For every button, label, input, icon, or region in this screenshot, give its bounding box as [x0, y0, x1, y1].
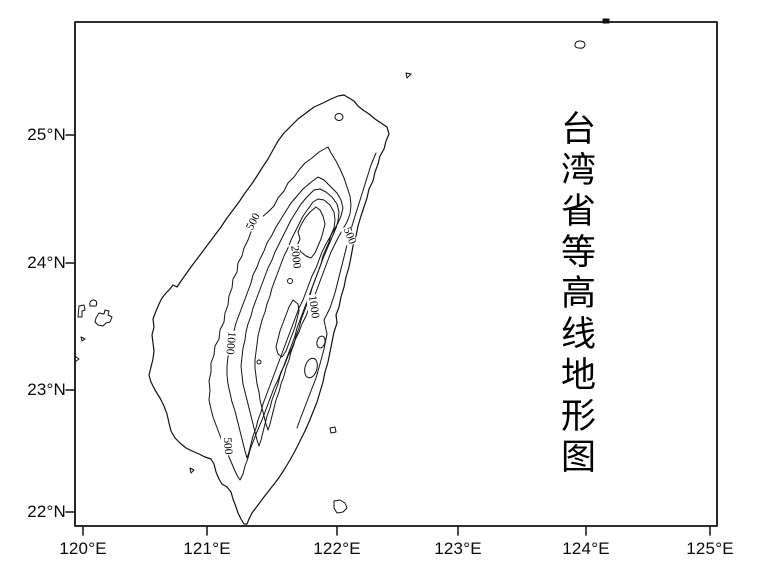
y-tick-label-22n: 22°N — [27, 502, 66, 521]
x-tick-label-125e: 125°E — [686, 539, 734, 558]
island-penghu-3 — [94, 309, 113, 327]
contour-label-1000-west: 1000 — [223, 330, 238, 356]
island-penghu-4 — [80, 336, 86, 342]
island-penghu-2 — [89, 299, 98, 307]
island-orchid — [333, 499, 348, 514]
islet-northeast — [574, 40, 586, 49]
island-penghu-1 — [77, 304, 86, 318]
y-tick-label-25n: 25°N — [27, 125, 66, 144]
contour-label-1000-east: 1000 — [305, 293, 322, 321]
islet-west-edge — [74, 355, 80, 363]
x-tick-label-122e: 122°E — [313, 539, 361, 558]
y-axis-ticks — [65, 134, 76, 513]
x-axis-ticks — [82, 525, 711, 536]
contour-ring-1000 — [226, 176, 344, 459]
islet-xiaoliuqiu — [189, 467, 195, 474]
contour-peak-south — [275, 299, 300, 358]
islet-top-edge — [602, 18, 610, 24]
coastline-taiwan — [148, 94, 390, 525]
island-green — [329, 426, 337, 434]
contour-east-strip — [296, 152, 377, 429]
contour-north-hill — [334, 113, 344, 121]
contour-label-2000-center: 2000 — [288, 243, 303, 271]
islet-north-small — [405, 72, 412, 79]
x-tick-label-123e: 123°E — [434, 539, 482, 558]
contour-dot-2 — [256, 359, 262, 365]
contour-coastal-hill-1 — [316, 335, 326, 349]
contour-dot-1 — [287, 278, 293, 284]
contour-label-500-south: 500 — [220, 436, 235, 456]
contour-peak-north — [296, 206, 326, 259]
contour-ring-2000 — [254, 198, 336, 431]
map-title: 台湾省等高线地形图 — [556, 110, 595, 479]
contour-ring-500 — [208, 146, 352, 481]
plot-frame — [74, 21, 718, 527]
x-tick-label-121e: 121°E — [183, 539, 231, 558]
y-tick-label-24n: 24°N — [27, 253, 66, 272]
x-tick-label-120e: 120°E — [59, 539, 107, 558]
contour-coastal-hill-2 — [304, 357, 318, 379]
x-tick-label-124e: 124°E — [562, 539, 610, 558]
y-tick-label-23n: 23°N — [27, 380, 66, 399]
contour-ring-1500 — [240, 188, 340, 447]
